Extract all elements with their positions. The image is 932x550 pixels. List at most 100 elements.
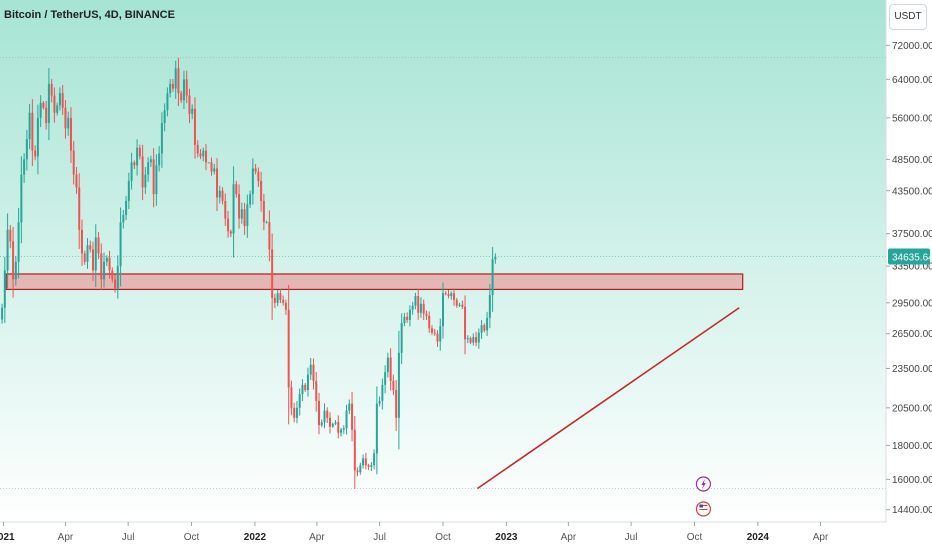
- candle: [191, 104, 194, 120]
- candle-body: [103, 261, 106, 280]
- candle: [480, 320, 483, 339]
- candle: [422, 299, 425, 320]
- candle-body: [149, 159, 152, 163]
- candle: [464, 295, 467, 355]
- candle: [202, 147, 205, 162]
- currency-button[interactable]: USDT: [889, 4, 927, 30]
- candle-body: [105, 257, 108, 262]
- candle: [36, 104, 39, 175]
- candle: [1, 303, 4, 324]
- candle-body: [39, 102, 42, 118]
- candle: [166, 87, 169, 117]
- candle: [271, 233, 274, 320]
- candle-body: [69, 117, 72, 151]
- candle-body: [419, 303, 422, 313]
- candle: [430, 325, 433, 336]
- price-axis[interactable]: [886, 0, 932, 550]
- candle: [293, 402, 296, 423]
- candle: [408, 305, 411, 327]
- candle-body: [417, 296, 420, 313]
- candle-body: [287, 309, 290, 388]
- candle-body: [348, 403, 351, 411]
- candle-body: [257, 171, 260, 181]
- candle-body: [455, 299, 458, 306]
- candle: [119, 207, 122, 287]
- candle: [359, 462, 362, 475]
- candle: [188, 88, 191, 124]
- candle: [439, 318, 442, 351]
- candle: [75, 167, 78, 194]
- candle-body: [196, 144, 199, 154]
- candle: [25, 130, 28, 171]
- candle: [304, 383, 307, 392]
- candle: [180, 90, 183, 103]
- flag-icon[interactable]: [695, 501, 712, 517]
- price-tick-label: 37500.00: [892, 229, 932, 240]
- candle: [238, 184, 241, 229]
- candle: [384, 365, 387, 394]
- candle: [312, 358, 315, 390]
- candle: [276, 289, 279, 307]
- candle: [486, 311, 489, 336]
- candle-body: [359, 465, 362, 473]
- candle: [174, 60, 177, 99]
- candle-body: [75, 174, 78, 188]
- candle-body: [227, 218, 230, 232]
- candle-body: [53, 95, 56, 113]
- candle-body: [210, 162, 213, 172]
- candle: [17, 207, 20, 279]
- time-axis[interactable]: [0, 522, 932, 550]
- candle-body: [375, 403, 378, 454]
- candle: [136, 139, 139, 176]
- candle: [287, 285, 290, 425]
- candle: [94, 224, 97, 288]
- candle: [160, 112, 163, 168]
- candle-body: [442, 293, 444, 327]
- candle-body: [309, 364, 312, 375]
- candle-body: [337, 422, 340, 433]
- candle: [130, 152, 133, 190]
- candle: [127, 172, 130, 210]
- candle: [122, 209, 125, 229]
- candle: [78, 173, 81, 249]
- candle-body: [304, 384, 307, 391]
- candle-body: [193, 108, 196, 145]
- candle: [227, 211, 230, 238]
- candle-body: [254, 168, 257, 172]
- candle: [193, 97, 196, 159]
- candle: [483, 323, 486, 333]
- candle-body: [331, 423, 334, 427]
- price-tick-label: 72000.00: [892, 41, 932, 52]
- candle-body: [397, 352, 400, 418]
- candle-body: [353, 429, 356, 471]
- candle: [257, 167, 260, 187]
- candle-body: [64, 107, 67, 129]
- candle-body: [406, 316, 409, 320]
- candle: [450, 291, 453, 300]
- candle-body: [14, 261, 17, 280]
- candle: [249, 190, 252, 209]
- price-tick-label: 64000.00: [892, 75, 932, 86]
- candle: [67, 111, 70, 136]
- candle: [381, 378, 384, 410]
- candle: [340, 427, 343, 437]
- candle: [9, 224, 12, 249]
- candle-body: [386, 357, 389, 373]
- candle-body: [389, 357, 392, 381]
- candle: [315, 371, 318, 412]
- support-zone: [5, 273, 744, 291]
- plot-area: [0, 0, 886, 522]
- candle: [472, 333, 475, 346]
- candle-body: [251, 168, 254, 195]
- candle: [210, 157, 213, 176]
- candle-body: [384, 372, 387, 385]
- time-tick-label: Jul: [373, 532, 386, 543]
- price-tick-label: 48500.00: [892, 155, 932, 166]
- candle: [213, 163, 216, 175]
- candle: [171, 78, 174, 92]
- lightning-icon[interactable]: [695, 476, 712, 492]
- candle-body: [381, 384, 384, 401]
- time-tick-label: 2024: [747, 532, 770, 543]
